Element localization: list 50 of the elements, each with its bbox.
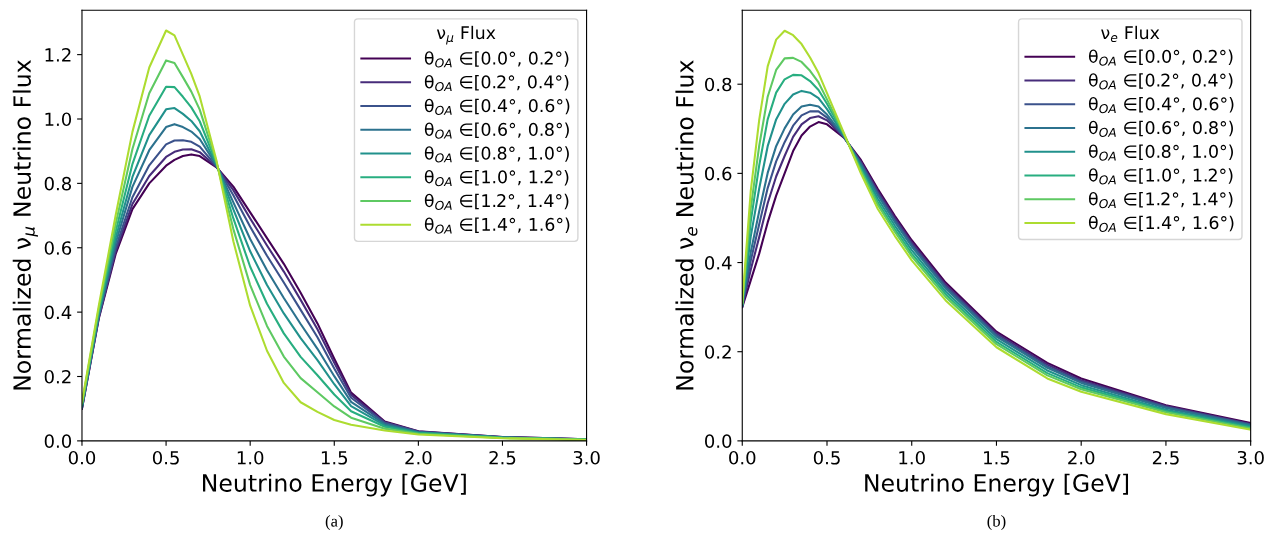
x-tick-label: 2.0 [1068,450,1095,465]
y-tick-label: 0.8 [44,176,72,191]
x-tick-label: 1.5 [321,451,348,465]
legend-label: θ$_{OA}$ ∈[0.2°, 0.4°) [424,74,569,92]
x-tick-label: 2.0 [405,450,432,465]
legend-label: θ$_{OA}$ ∈[0.2°, 0.4°) [1088,73,1233,90]
text: (b) [987,514,1006,531]
legend-label: θ$_{OA}$ ∈[0.4°, 0.6°) [424,98,570,116]
x-tick-label: 1.0 [899,450,925,465]
x-tick-label: 0.0 [729,450,756,465]
y-tick-label: 1.2 [45,48,71,62]
y-tick-label: 0.6 [44,241,72,255]
x-tick-label: 1.5 [984,451,1010,465]
y-tick-label: 0.2 [44,369,71,384]
legend-label: θ$_{OA}$ ∈[1.2°, 1.4°) [1088,191,1233,209]
x-tick-label: 0.5 [152,450,179,465]
legend-label: θ$_{OA}$ ∈[0.6°, 0.8°) [424,122,569,139]
y-tick-label: 0.6 [705,166,732,181]
legend-label: θ$_{OA}$ ∈[0.6°, 0.8°) [1088,120,1233,137]
legend-label: θ$_{OA}$ ∈[0.0°, 0.2°) [1088,49,1233,66]
legend-label: θ$_{OA}$ ∈[1.0°, 1.2°) [1088,168,1233,185]
y-tick-label: 0.4 [705,256,732,270]
y-tick-label: 0.4 [44,305,72,320]
legend-label: θ$_{OA}$ ∈[1.2°, 1.4°) [424,193,569,210]
legend-label: θ$_{OA}$ ∈[0.0°, 0.2°) [424,51,569,68]
legend-label: θ$_{OA}$ ∈[1.4°, 1.6°) [424,217,570,234]
y-tick-label: 0.0 [44,434,72,448]
x-tick-label: 2.5 [489,450,516,465]
x-tick-label: 3.0 [1237,450,1264,465]
legend-title: ν$_{μ}$ Flux [436,25,496,45]
y-axis-title: Normalized ν$_{μ}$ Neutrino Flux [12,60,38,390]
x-tick-label: 0.0 [68,450,96,465]
y-axis-title: Normalized ν$_{e}$ Neutrino Flux [675,60,698,390]
x-tick-label: 3.0 [573,450,600,465]
x-tick-label: 1.0 [237,450,264,465]
x-tick-label: 0.5 [813,450,840,465]
legend-label: θ$_{OA}$ ∈[0.8°, 1.0°) [424,146,569,163]
y-tick-label: 1.0 [45,112,72,127]
legend-label: θ$_{OA}$ ∈[1.4°, 1.6°) [1088,215,1234,232]
legend-label: θ$_{OA}$ ∈[0.4°, 0.6°) [1088,96,1234,114]
y-tick-label: 0.8 [705,77,732,92]
x-axis-title: Neutrino Energy [GeV] [865,473,1129,497]
y-tick-label: 0.2 [705,345,731,359]
y-tick-label: 0.0 [705,434,732,448]
legend-label: θ$_{OA}$ ∈[1.0°, 1.2°) [424,169,569,187]
legend-label: θ$_{OA}$ ∈[0.8°, 1.0°) [1088,144,1233,161]
legend-title: ν$_{e}$ Flux [1101,25,1160,43]
x-tick-label: 2.5 [1152,450,1179,465]
x-axis-title: Neutrino Energy [GeV] [203,473,466,497]
text: (a) [325,514,343,531]
